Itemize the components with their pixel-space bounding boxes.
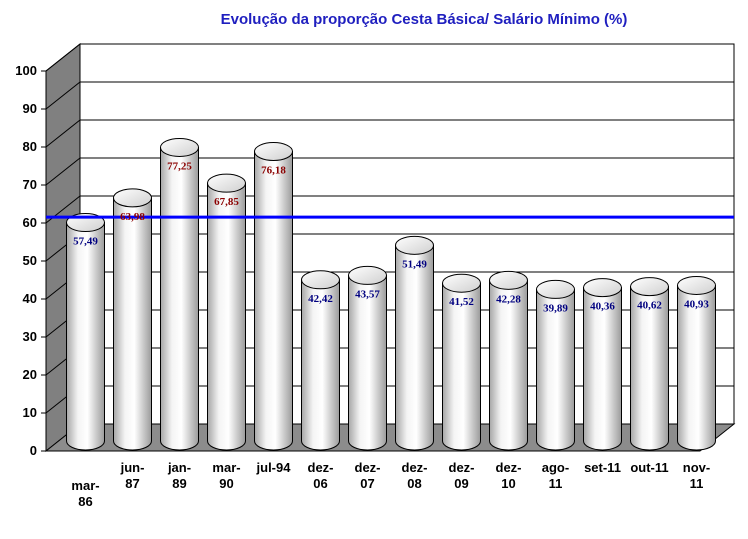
category-label: dez-07 xyxy=(355,460,381,491)
bar-top xyxy=(395,235,434,255)
category-label: dez-08 xyxy=(402,460,428,491)
data-label: 63,98 xyxy=(120,211,145,223)
bar-top xyxy=(348,265,387,285)
y-tick-label: 20 xyxy=(23,367,37,382)
data-label: 43,57 xyxy=(355,288,380,300)
category-label: set-11 xyxy=(584,460,621,475)
bar-top xyxy=(160,137,199,157)
bars xyxy=(66,137,716,451)
bar-body xyxy=(536,288,575,451)
bar-top xyxy=(254,142,293,162)
gridline-side xyxy=(45,43,81,72)
chart-title: Evolução da proporção Cesta Básica/ Salá… xyxy=(221,11,628,28)
bar-body xyxy=(348,274,387,451)
category-label: ago-11 xyxy=(542,460,569,491)
bar xyxy=(395,235,434,451)
bar xyxy=(442,273,481,451)
bar-top xyxy=(536,279,575,299)
bar-body xyxy=(113,197,152,451)
category-label: jul-94 xyxy=(256,460,292,475)
y-axis-ticks: 0 10 20 30 40 50 60 70 80 90 100 xyxy=(15,63,46,458)
y-tick-label: 10 xyxy=(23,405,37,420)
bar-body xyxy=(489,279,528,451)
data-label: 57,49 xyxy=(73,236,98,248)
category-label: dez-10 xyxy=(496,460,522,491)
bar-top xyxy=(207,173,246,193)
bar-body xyxy=(301,279,340,451)
bar xyxy=(677,275,716,451)
data-label: 42,28 xyxy=(496,293,521,305)
category-label: mar-86 xyxy=(71,478,99,509)
data-label: 39,89 xyxy=(543,302,568,314)
category-label: nov-11 xyxy=(683,460,710,491)
bar-body xyxy=(630,286,669,451)
y-tick-label: 0 xyxy=(30,443,37,458)
y-tick-label: 30 xyxy=(23,329,37,344)
bar-body xyxy=(442,282,481,451)
bar-body xyxy=(66,222,105,451)
category-label: dez-09 xyxy=(449,460,475,491)
bar-body xyxy=(207,182,246,451)
data-label: 67,85 xyxy=(214,196,239,208)
bar xyxy=(207,173,246,451)
bar-body xyxy=(677,284,716,451)
gridline-side xyxy=(45,157,81,186)
bar-top xyxy=(677,275,716,295)
category-label: dez-06 xyxy=(308,460,334,491)
data-label: 76,18 xyxy=(261,165,286,177)
bar xyxy=(630,277,669,451)
x-axis-categories: mar-86 jun-87 jan-89 mar-90 jul-94 dez-06 dez-… xyxy=(71,460,710,509)
bar-body xyxy=(160,146,199,451)
bar xyxy=(160,137,199,451)
bar-top xyxy=(489,270,528,290)
data-label: 77,25 xyxy=(167,160,192,172)
data-label: 40,62 xyxy=(637,300,662,312)
bar xyxy=(536,279,575,451)
bar-body xyxy=(395,244,434,451)
bar xyxy=(66,213,105,451)
gridline-side xyxy=(45,81,81,110)
bar-top xyxy=(630,277,669,297)
data-label: 42,42 xyxy=(308,293,333,305)
y-tick-label: 100 xyxy=(15,63,37,78)
category-label: jan-89 xyxy=(167,460,191,491)
bar-body xyxy=(254,151,293,451)
y-tick-label: 50 xyxy=(23,253,37,268)
data-label: 40,36 xyxy=(590,301,615,313)
data-labels: 57,49 63,98 77,25 67,85 76,18 42,42 43,57 51,49… xyxy=(73,160,709,314)
bar xyxy=(348,265,387,451)
bar xyxy=(301,270,340,451)
y-tick-label: 70 xyxy=(23,177,37,192)
bar-top xyxy=(442,273,481,293)
gridline-side xyxy=(45,119,81,148)
data-label: 51,49 xyxy=(402,258,427,270)
category-label: out-11 xyxy=(630,460,668,475)
bar xyxy=(254,142,293,451)
y-tick-label: 40 xyxy=(23,291,37,306)
data-label: 40,93 xyxy=(684,298,709,310)
y-tick-label: 90 xyxy=(23,101,37,116)
bar xyxy=(489,270,528,451)
bar-top xyxy=(113,188,152,208)
bar-body xyxy=(583,287,622,451)
category-label: mar-90 xyxy=(212,460,240,491)
bar-top xyxy=(583,278,622,298)
bar-top xyxy=(301,270,340,290)
bar xyxy=(113,188,152,451)
y-tick-label: 60 xyxy=(23,215,37,230)
data-label: 41,52 xyxy=(449,296,474,308)
category-label: jun-87 xyxy=(120,460,145,491)
y-tick-label: 80 xyxy=(23,139,37,154)
bar xyxy=(583,278,622,451)
